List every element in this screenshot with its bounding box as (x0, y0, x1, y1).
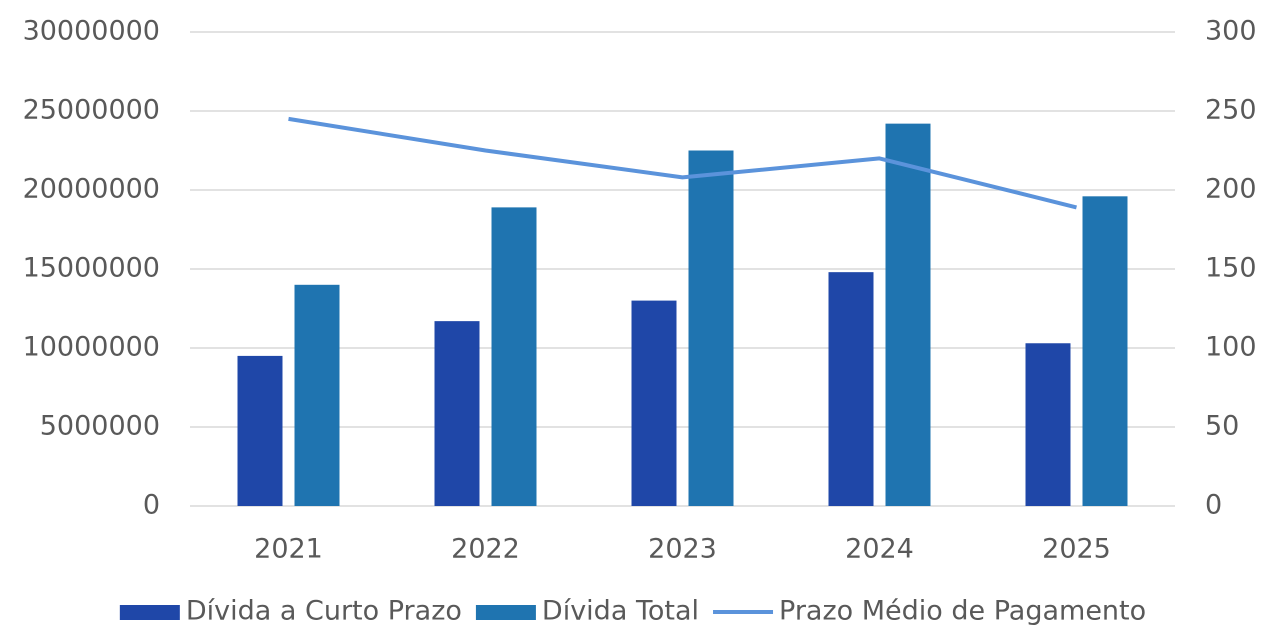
legend-label: Dívida Total (542, 596, 699, 627)
legend-swatch (475, 605, 536, 620)
legend-item: Dívida a Curto Prazo (119, 596, 462, 627)
y2-tick-label: 100 (1205, 332, 1257, 363)
bar (1082, 196, 1128, 506)
legend-swatch (119, 605, 180, 620)
legend-label: Dívida a Curto Prazo (186, 596, 462, 627)
y2-tick-label: 250 (1205, 95, 1257, 126)
y2-tick-label: 200 (1205, 174, 1257, 205)
bar (1025, 343, 1071, 506)
x-tick-label: 2025 (1042, 534, 1111, 565)
y2-tick-label: 150 (1205, 253, 1257, 284)
y2-tick-label: 300 (1205, 16, 1257, 47)
x-tick-label: 2024 (845, 534, 914, 565)
x-tick-label: 2021 (254, 534, 323, 565)
bar (828, 272, 874, 506)
legend-item: Prazo Médio de Pagamento (713, 596, 1146, 627)
bar (237, 355, 283, 506)
y-tick-label: 20000000 (23, 174, 160, 205)
legend-label: Prazo Médio de Pagamento (779, 596, 1146, 627)
y-tick-label: 0 (143, 490, 160, 521)
y-tick-label: 30000000 (23, 16, 160, 47)
y-tick-label: 5000000 (40, 411, 160, 442)
bar (688, 150, 734, 506)
bar (294, 284, 340, 506)
legend-item: Dívida Total (475, 596, 699, 627)
x-tick-label: 2023 (648, 534, 717, 565)
y2-tick-label: 50 (1205, 411, 1239, 442)
bar (434, 321, 480, 506)
bar (885, 123, 931, 506)
y-tick-label: 15000000 (23, 253, 160, 284)
bar (631, 300, 677, 506)
y-tick-label: 25000000 (23, 95, 160, 126)
bar (491, 207, 537, 506)
y-tick-label: 10000000 (23, 332, 160, 363)
line-series (288, 116, 1077, 210)
y2-tick-label: 0 (1205, 490, 1222, 521)
x-tick-label: 2022 (451, 534, 520, 565)
